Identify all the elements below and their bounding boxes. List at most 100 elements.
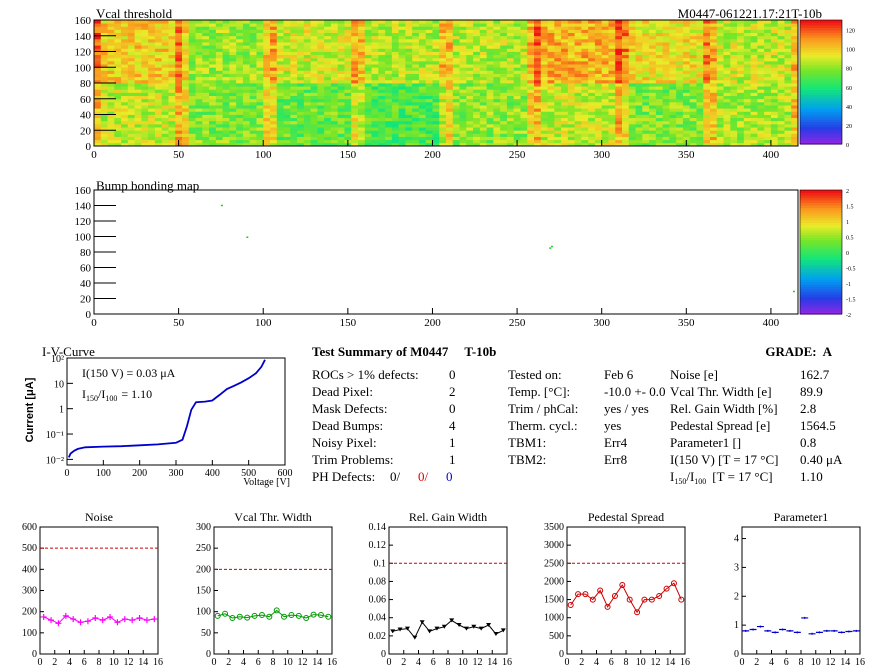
pixel-cell [182, 117, 190, 122]
pixel-cell [777, 67, 785, 71]
pixel-cell [446, 117, 454, 122]
pixel-cell [615, 98, 623, 103]
colorbar-segment [800, 104, 842, 108]
pixel-cell [263, 70, 271, 74]
pixel-cell [682, 60, 691, 65]
data-point [641, 596, 648, 603]
pixel-cell [493, 29, 501, 33]
pixel-cell [242, 73, 251, 78]
pixel-cell [324, 114, 332, 119]
pixel-cell [479, 105, 488, 109]
pixel-cell [452, 54, 460, 59]
pixel-cell [547, 70, 555, 74]
pixel-cell [547, 111, 555, 115]
pixel-cell [594, 108, 603, 112]
pixel-cell [432, 105, 440, 109]
pixel-cell [716, 42, 724, 46]
pixel-cell [655, 133, 664, 137]
pixel-cell [534, 86, 542, 90]
pixel-cell [486, 127, 494, 131]
pixel-cell [486, 83, 494, 87]
pixel-cell [757, 45, 765, 49]
pixel-cell [689, 60, 697, 65]
pixel-cell [547, 38, 555, 43]
pixel-cell [276, 23, 284, 27]
pixel-cell [256, 32, 264, 37]
pixel-cell [134, 76, 142, 81]
colorbar-segment [800, 271, 842, 275]
pixel-cell [628, 105, 636, 109]
pixel-cell [446, 35, 454, 40]
pixel-cell [270, 23, 278, 27]
pixel-cell [270, 130, 278, 134]
pixel-cell [358, 136, 366, 141]
pixel-cell [452, 111, 460, 115]
pixel-cell [791, 86, 799, 90]
pixel-cell [215, 79, 224, 84]
pixel-cell [689, 120, 697, 125]
pixel-cell [710, 136, 718, 141]
pixel-cell [669, 98, 677, 103]
pixel-cell [398, 83, 406, 87]
pixel-cell [371, 127, 379, 131]
pixel-cell [628, 67, 636, 71]
pixel-cell [730, 114, 738, 119]
pixel-cell [696, 133, 704, 137]
pixel-cell [446, 57, 454, 62]
data-point [214, 612, 221, 619]
pixel-cell [506, 130, 515, 134]
pixel-cell [303, 86, 312, 90]
pixel-cell [493, 42, 501, 46]
pixel-cell [412, 64, 420, 68]
pixel-cell [154, 64, 163, 68]
pixel-cell [466, 127, 474, 131]
colorbar-segment [800, 106, 842, 110]
pixel-cell [716, 130, 724, 134]
pixel-cell [446, 48, 454, 52]
pixel-cell [635, 32, 643, 37]
pixel-cell [412, 20, 420, 24]
pixel-cell [649, 130, 657, 134]
iv-curve-line [67, 359, 266, 458]
pixel-cell [689, 42, 697, 46]
pixel-cell [303, 101, 312, 106]
pixel-cell [351, 105, 359, 109]
pixel-cell [723, 120, 731, 125]
pixel-cell [114, 26, 122, 30]
colorbar-segment [800, 49, 842, 53]
pixel-cell [757, 120, 765, 125]
plot-frame [93, 189, 799, 315]
pixel-cell [696, 139, 704, 144]
pixel-cell [540, 120, 548, 125]
pixel-cell [425, 73, 433, 78]
colorbar-frame [799, 19, 843, 145]
pixel-cell [784, 26, 792, 30]
pixel-cell [757, 54, 765, 59]
pixel-cell [574, 120, 582, 125]
pixel-cell [351, 54, 359, 59]
pixel-cell [764, 48, 772, 52]
pixel-cell [486, 120, 494, 125]
pixel-cell [324, 133, 332, 137]
pixel-cell [439, 67, 447, 71]
data-point [771, 631, 779, 634]
pixel-cell [418, 51, 427, 56]
pixel-cell [622, 64, 630, 68]
pixel-cell [696, 86, 704, 90]
pixel-cell [710, 38, 718, 43]
data-point [764, 629, 772, 632]
pixel-cell [500, 70, 508, 74]
pixel-cell [391, 29, 400, 33]
pixel-cell [574, 32, 582, 37]
pixel-cell [791, 35, 799, 40]
pixel-cell [669, 117, 677, 122]
pixel-cell [473, 79, 481, 84]
colorbar-segment [800, 69, 842, 73]
pixel-cell [398, 42, 406, 46]
pixel-cell [676, 117, 684, 122]
pixel-cell [770, 101, 779, 106]
pixel-cell [601, 45, 609, 49]
pixel-cell [770, 139, 779, 144]
pixel-cell [682, 54, 691, 59]
pixel-cell [662, 114, 670, 119]
